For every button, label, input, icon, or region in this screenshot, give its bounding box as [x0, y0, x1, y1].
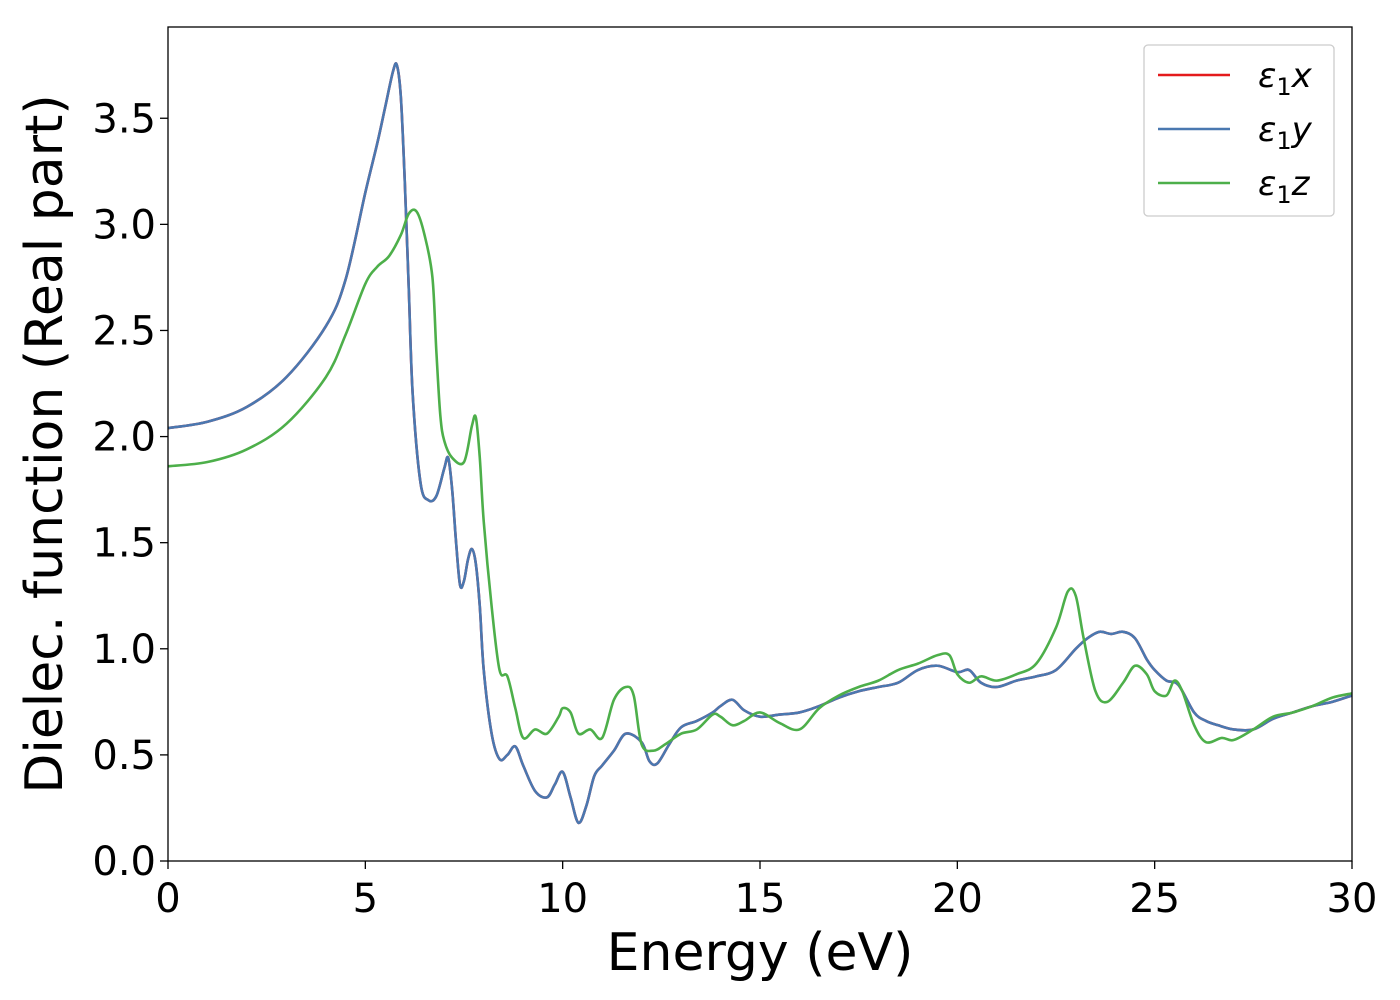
- legend-label-z: ε1z: [1258, 164, 1311, 209]
- y-tick-label: 2.0: [92, 415, 156, 461]
- x-tick-label: 10: [537, 876, 588, 922]
- y-tick-label: 0.0: [92, 839, 156, 885]
- x-tick-label: 20: [932, 876, 983, 922]
- legend-label-y: ε1y: [1258, 110, 1313, 155]
- legend-label-x: ε1x: [1258, 56, 1313, 101]
- y-tick-label: 1.0: [92, 627, 156, 673]
- x-tick-label: 15: [735, 876, 786, 922]
- series-line-z: [167, 208, 1353, 753]
- x-axis-title: Energy (eV): [607, 923, 914, 983]
- y-axis-title: Dielec. function (Real part): [15, 94, 75, 793]
- x-axis-ticks: 0 5 10 15 20 25 30: [155, 861, 1377, 922]
- x-tick-label: 25: [1129, 876, 1180, 922]
- y-axis-ticks: 0.0 0.5 1.0 1.5 2.0 2.5 3.0 3.5: [92, 96, 168, 885]
- y-tick-label: 1.5: [92, 521, 156, 567]
- y-tick-label: 3.0: [92, 202, 156, 248]
- x-tick-label: 5: [353, 876, 378, 922]
- x-tick-label: 30: [1327, 876, 1378, 922]
- legend-box: [1143, 44, 1335, 217]
- y-tick-label: 0.5: [92, 733, 156, 779]
- series-layer: [167, 62, 1353, 825]
- x-tick-label: 0: [155, 876, 180, 922]
- y-tick-label: 2.5: [92, 308, 156, 354]
- legend: ε1x ε1y ε1z: [1143, 44, 1335, 217]
- y-tick-label: 3.5: [92, 96, 156, 142]
